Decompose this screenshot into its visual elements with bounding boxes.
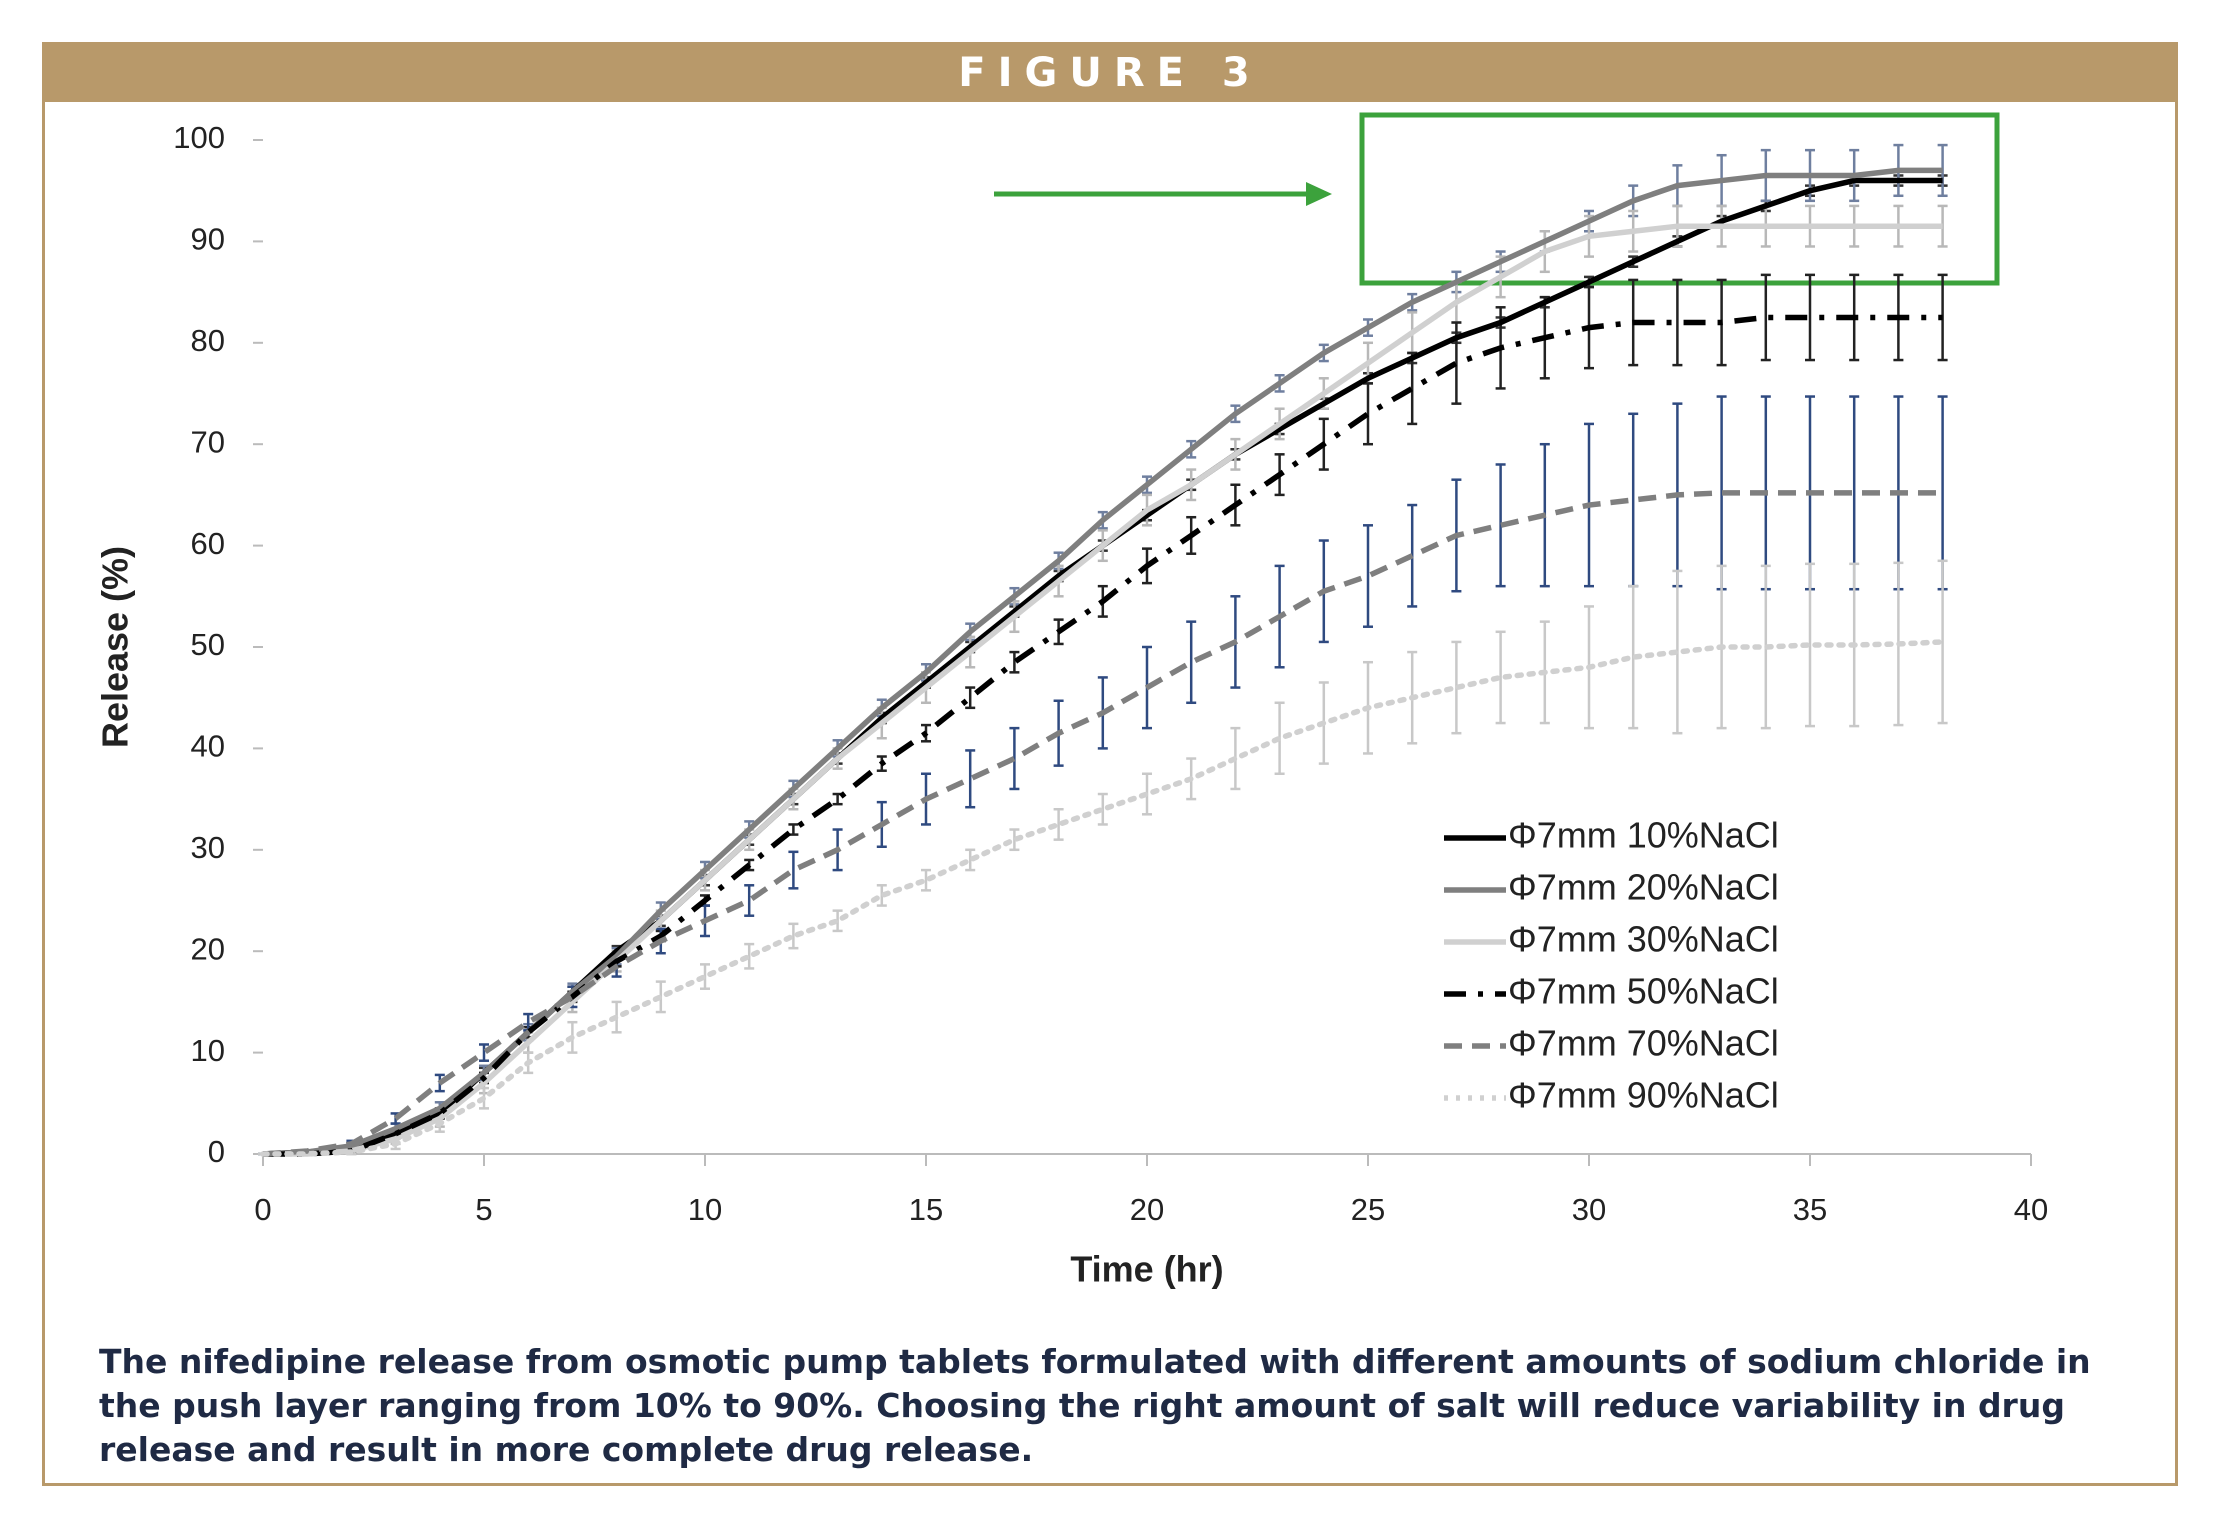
error-bar (1805, 562, 1815, 728)
arrow-head (1306, 182, 1332, 206)
x-tick-label: 20 (1130, 1192, 1164, 1227)
error-bar (1495, 463, 1506, 588)
series-line (263, 314, 1943, 1157)
error-bar (965, 749, 976, 809)
error-bar (1672, 278, 1683, 367)
y-tick-label: 0 (208, 1134, 225, 1169)
error-bar (788, 823, 799, 836)
x-tick-label: 30 (1572, 1192, 1606, 1227)
x-tick-label: 5 (475, 1192, 492, 1227)
figure-label: FIGURE 3 (42, 42, 2178, 102)
series-line (260, 639, 1946, 1157)
error-bar (965, 686, 976, 710)
y-tick-label: 50 (191, 627, 225, 662)
error-bar (1009, 650, 1020, 674)
legend-label: Φ7mm 10%NaCl (1508, 815, 1779, 856)
error-bar (1363, 524, 1373, 628)
error-bar (1053, 807, 1064, 841)
error-bar (744, 884, 755, 917)
error-bar (1628, 412, 1639, 588)
x-axis-title: Time (hr) (1070, 1249, 1223, 1290)
error-bar (788, 850, 799, 890)
y-axis-title: Release (%) (95, 546, 136, 748)
error-bar (1009, 726, 1020, 791)
legend-label: Φ7mm 70%NaCl (1508, 1023, 1779, 1064)
y-tick-label: 80 (191, 323, 225, 358)
error-bar (1407, 351, 1418, 426)
error-bar (479, 1043, 489, 1062)
y-tick-label: 30 (191, 830, 225, 865)
y-tick-label: 90 (191, 222, 225, 257)
error-bar (921, 868, 931, 892)
chart: Time (hr) Release (%) 010203040506070809… (95, 112, 2048, 1290)
error-bar (1186, 620, 1197, 705)
y-tick-label: 70 (191, 424, 225, 459)
error-bar (1097, 792, 1108, 826)
y-tick-label: 10 (191, 1033, 225, 1068)
error-bar (965, 848, 976, 872)
error-bar (744, 942, 755, 970)
x-tick-label: 40 (2014, 1192, 2048, 1227)
x-tick-label: 15 (909, 1192, 943, 1227)
error-bar (788, 922, 799, 950)
x-tick-label: 35 (1793, 1192, 1827, 1227)
legend-label: Φ7mm 90%NaCl (1508, 1075, 1779, 1116)
y-tick-label: 60 (191, 526, 225, 561)
error-bar (1937, 559, 1948, 725)
caption: The nifedipine release from osmotic pump… (99, 1342, 2091, 1469)
y-tick-label: 100 (173, 120, 225, 155)
series-line (262, 490, 1943, 1157)
highlight-box (1359, 112, 2000, 286)
legend-label: Φ7mm 20%NaCl (1508, 867, 1779, 908)
y-tick-label: 40 (191, 729, 225, 764)
legend-label: Φ7mm 50%NaCl (1508, 971, 1779, 1012)
error-bar (1495, 630, 1506, 725)
y-tick-label: 20 (191, 931, 225, 966)
error-bar (1760, 273, 1771, 362)
x-tick-label: 25 (1351, 1192, 1385, 1227)
legend-label: Φ7mm 30%NaCl (1508, 919, 1779, 960)
x-tick-label: 0 (254, 1192, 271, 1227)
error-bar (1805, 273, 1815, 362)
x-tick-label: 10 (688, 1192, 722, 1227)
series-line (263, 223, 1943, 1157)
